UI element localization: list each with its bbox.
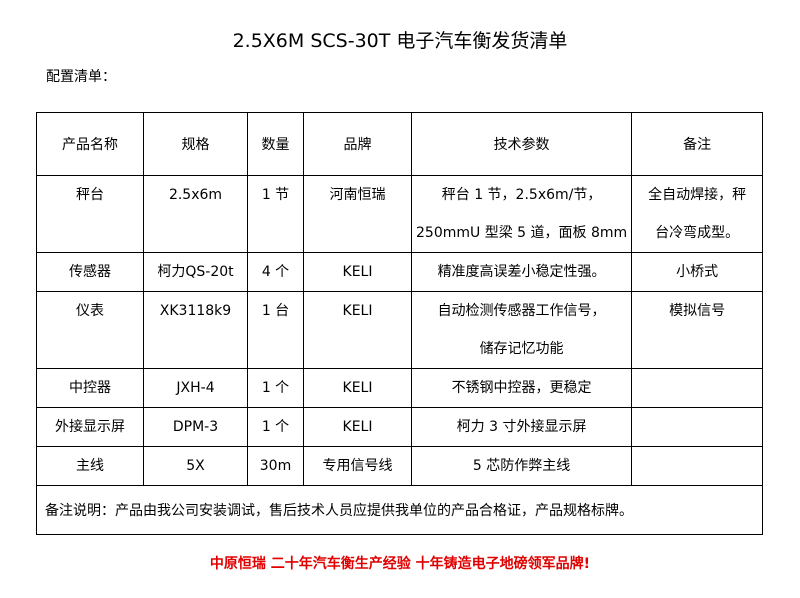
brand: 河南恒瑞 — [303, 175, 412, 253]
remark-text — [636, 447, 758, 485]
tech-params-text: 储存记忆功能 — [479, 341, 564, 357]
product-name: 中控器 — [36, 368, 144, 408]
table-row: 仪表 XK3118k9 1 台 KELI 自动检测传感器工作信号， 储存记忆功能 模拟信号 — [36, 291, 764, 369]
quantity: 30m — [247, 446, 304, 486]
remark-text: 全自动焊接，秤 — [648, 187, 747, 203]
header-row: 产品名称 规格 数量 品牌 技术参数 备注 — [36, 112, 764, 176]
spec-text: 2.5x6m — [168, 187, 223, 203]
remark-text: 小桥式 — [676, 264, 719, 280]
header-cell: 技术参数 — [410, 112, 633, 176]
product-name-text: 主线 — [76, 458, 104, 474]
quantity-text: 4 个 — [261, 264, 290, 280]
product-name-text: 外接显示屏 — [55, 419, 125, 435]
tech-params-text: 自动检测传感器工作信号， — [437, 303, 606, 319]
table-row: 传感器 柯力QS-20t 4 个 KELI 精准度高误差小稳定性强。 小桥式 — [36, 252, 764, 292]
header-cell: 规格 — [143, 112, 248, 176]
spec-text: JXH-4 — [176, 380, 215, 396]
spec: DPM-3 — [143, 407, 248, 447]
table-row: 秤台 2.5x6m 1 节 河南恒瑞 秤台 1 节，2.5x6m/节， 250mmU 型梁… — [36, 175, 764, 253]
table-row: 中控器 JXH-4 1 个 KELI 不锈钢中控器，更稳定 — [36, 368, 764, 408]
spec-text: 5X — [186, 458, 205, 474]
subtitle: 配置清单： — [46, 69, 116, 85]
tech-params: 不锈钢中控器，更稳定 — [410, 368, 633, 408]
tech-params: 5 芯防作弊主线 — [410, 446, 633, 486]
page-title: 2.5X6M SCS-30T 电子汽车衡发货清单 — [232, 30, 568, 52]
spec: JXH-4 — [143, 368, 248, 408]
table-row: 外接显示屏 DPM-3 1 个 KELI 柯力 3 寸外接显示屏 — [36, 407, 764, 447]
remark-text — [636, 408, 758, 446]
spec: 5X — [143, 446, 248, 486]
brand-text: 专用信号线 — [322, 458, 393, 474]
product-name-text: 传感器 — [69, 264, 111, 280]
tech-params: 精准度高误差小稳定性强。 — [410, 252, 633, 292]
footer-slogan: 中原恒瑞 二十年汽车衡生产经验 十年铸造电子地磅领军品牌! — [209, 556, 591, 572]
brand-text: KELI — [342, 264, 373, 280]
product-name: 主线 — [36, 446, 144, 486]
brand: 专用信号线 — [303, 446, 412, 486]
brand: KELI — [303, 407, 412, 447]
quantity-text: 1 个 — [261, 419, 290, 435]
brand: KELI — [303, 368, 412, 408]
tech-params: 柯力 3 寸外接显示屏 — [410, 407, 633, 447]
shipping-list-table: 产品名称 规格 数量 品牌 技术参数 备注 秤台 2.5x6m 1 节 河南恒瑞 秤台 … — [35, 112, 764, 535]
quantity-text: 1 节 — [261, 187, 290, 203]
header-cell: 备注 — [631, 112, 764, 176]
brand-text: KELI — [342, 419, 373, 435]
header-cell: 数量 — [247, 112, 304, 176]
spec: XK3118k9 — [143, 291, 248, 369]
quantity: 4 个 — [247, 252, 304, 292]
tech-params-text: 250mmU 型梁 5 道，面板 8mm — [416, 225, 628, 241]
quantity: 1 个 — [247, 368, 304, 408]
quantity-text: 30m — [259, 458, 292, 474]
spec: 柯力QS-20t — [143, 252, 248, 292]
note-row: 备注说明：产品由我公司安装调试，售后技术人员应提供我单位的产品合格证，产品规格标… — [35, 485, 764, 535]
quantity: 1 个 — [247, 407, 304, 447]
spec-text: 柯力QS-20t — [157, 264, 234, 280]
header-cell: 品牌 — [303, 112, 412, 176]
spec-text: XK3118k9 — [159, 303, 232, 319]
brand: KELI — [303, 291, 412, 369]
quantity-text: 1 台 — [261, 303, 290, 319]
tech-params-text: 精准度高误差小稳定性强。 — [437, 264, 606, 280]
tech-params: 自动检测传感器工作信号， 储存记忆功能 — [410, 291, 633, 369]
spec: 2.5x6m — [143, 175, 248, 253]
product-name: 秤台 — [36, 175, 144, 253]
brand-text: KELI — [342, 303, 373, 319]
quantity-text: 1 个 — [261, 380, 290, 396]
note: 备注说明：产品由我公司安装调试，售后技术人员应提供我单位的产品合格证，产品规格标… — [35, 485, 764, 535]
tech-params: 秤台 1 节，2.5x6m/节， 250mmU 型梁 5 道，面板 8mm — [410, 175, 633, 253]
brand-text: KELI — [342, 380, 373, 396]
tech-params-text: 柯力 3 寸外接显示屏 — [456, 419, 587, 435]
remark-text — [636, 369, 758, 407]
remark: 全自动焊接，秤 台冷弯成型。 — [631, 175, 764, 253]
product-name: 仪表 — [36, 291, 144, 369]
tech-params-text: 秤台 1 节，2.5x6m/节， — [441, 187, 602, 203]
spec-text: DPM-3 — [172, 419, 219, 435]
quantity: 1 台 — [247, 291, 304, 369]
remark — [631, 368, 764, 408]
header-cell: 产品名称 — [36, 112, 144, 176]
remark: 小桥式 — [631, 252, 764, 292]
remark: 模拟信号 — [631, 291, 764, 369]
product-name: 外接显示屏 — [36, 407, 144, 447]
remark — [631, 446, 764, 486]
quantity: 1 节 — [247, 175, 304, 253]
product-name-text: 仪表 — [76, 303, 104, 319]
product-name-text: 秤台 — [76, 187, 104, 203]
remark-text: 模拟信号 — [669, 303, 726, 319]
brand: KELI — [303, 252, 412, 292]
remark — [631, 407, 764, 447]
table-row: 主线 5X 30m 专用信号线 5 芯防作弊主线 — [36, 446, 764, 486]
product-name-text: 中控器 — [69, 380, 111, 396]
brand-text: 河南恒瑞 — [329, 187, 386, 203]
remark-text: 台冷弯成型。 — [655, 225, 740, 241]
tech-params-text: 不锈钢中控器，更稳定 — [451, 380, 592, 396]
product-name: 传感器 — [36, 252, 144, 292]
tech-params-text: 5 芯防作弊主线 — [472, 458, 571, 474]
